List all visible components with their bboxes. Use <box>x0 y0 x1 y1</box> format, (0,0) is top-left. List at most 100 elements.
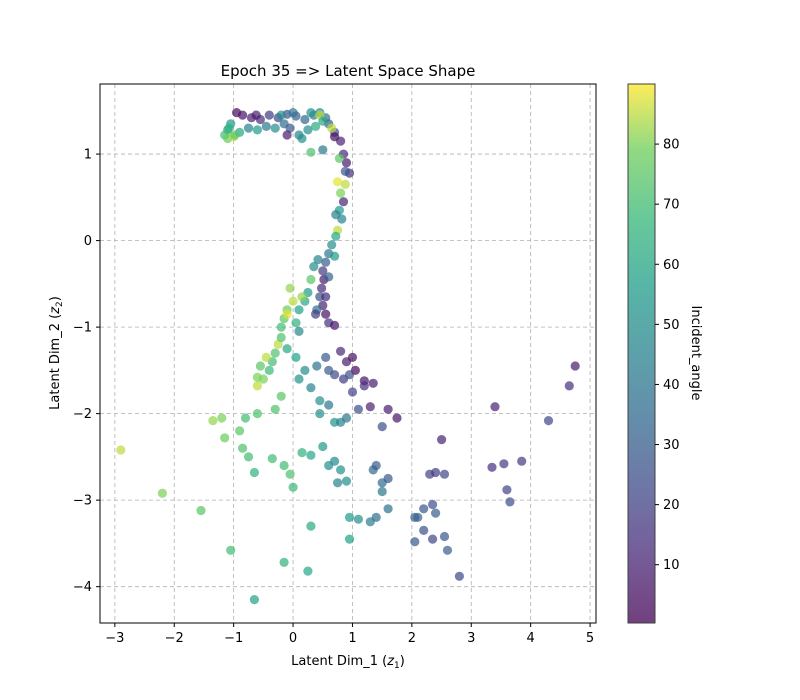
data-point <box>243 452 254 462</box>
data-point <box>344 534 355 544</box>
data-point <box>327 123 337 133</box>
data-point <box>306 383 316 393</box>
y-tick-label: −2 <box>73 407 92 422</box>
data-point <box>252 409 262 419</box>
data-point <box>321 309 331 319</box>
data-point <box>196 505 206 516</box>
data-point <box>336 188 346 198</box>
data-point <box>311 121 321 131</box>
data-point <box>306 147 316 157</box>
data-point <box>327 240 337 250</box>
data-point <box>270 348 280 358</box>
data-point <box>318 145 328 155</box>
data-point <box>344 370 355 380</box>
data-point <box>340 166 350 176</box>
data-point <box>454 571 464 581</box>
data-point <box>285 123 295 133</box>
colorbar-tick-label: 80 <box>663 138 680 153</box>
data-point <box>428 499 438 510</box>
data-point <box>392 413 402 423</box>
data-point <box>303 566 313 576</box>
data-point <box>297 292 307 302</box>
x-tick-label: 3 <box>467 631 475 646</box>
data-point <box>267 454 277 464</box>
data-point <box>313 255 323 265</box>
colorbar-tick-label: 20 <box>663 498 680 513</box>
data-point <box>383 473 393 484</box>
y-tick-label: −1 <box>73 321 92 336</box>
colorbar <box>627 83 656 624</box>
data-point <box>442 545 453 555</box>
data-point <box>490 402 500 412</box>
data-point <box>517 456 527 466</box>
data-point <box>324 272 334 282</box>
data-point <box>383 404 393 414</box>
data-point <box>300 114 310 125</box>
y-tick-label: −3 <box>73 494 92 509</box>
chart-title: Epoch 35 => Latent Space Shape <box>221 62 476 80</box>
data-point <box>249 467 259 478</box>
data-point <box>365 402 375 412</box>
data-point <box>312 361 322 371</box>
data-point <box>276 391 286 401</box>
x-tick-label: 1 <box>348 631 356 646</box>
data-point <box>157 488 167 498</box>
data-point <box>208 416 218 426</box>
data-point <box>502 485 512 495</box>
data-point <box>324 400 334 410</box>
data-point <box>224 123 234 133</box>
data-point <box>428 534 438 544</box>
data-point <box>285 283 295 293</box>
data-point <box>252 381 262 391</box>
data-point <box>419 525 429 536</box>
data-point <box>285 469 295 479</box>
colorbar-label: Incident_angle <box>688 306 703 401</box>
x-tick-label: 2 <box>408 631 416 646</box>
data-point <box>279 557 289 568</box>
data-point <box>251 110 261 120</box>
data-point <box>276 110 286 120</box>
colorbar-tick-label: 40 <box>663 378 680 393</box>
data-point <box>294 305 304 315</box>
colorbar-tick-label: 10 <box>663 558 680 573</box>
data-point <box>288 108 298 118</box>
data-point <box>321 352 331 362</box>
data-point <box>294 326 304 336</box>
data-point <box>249 595 259 605</box>
data-point <box>238 443 248 453</box>
data-point <box>334 153 344 163</box>
data-point <box>264 110 274 120</box>
data-point <box>333 177 343 187</box>
y-tick-label: 1 <box>84 148 92 163</box>
data-point <box>297 133 307 144</box>
x-axis: −3 −2 −1 0 1 2 3 4 5 <box>105 623 594 646</box>
data-point <box>116 445 126 455</box>
data-point <box>309 262 319 272</box>
y-axis: −4 −3 −2 −1 0 1 <box>73 148 100 595</box>
x-tick-label: −2 <box>165 631 184 646</box>
data-point <box>306 450 316 460</box>
data-point <box>270 404 280 414</box>
data-point <box>276 322 286 332</box>
data-point <box>336 465 346 475</box>
data-point <box>321 257 331 267</box>
grid <box>100 84 596 623</box>
data-point <box>291 318 301 328</box>
data-point <box>347 352 358 362</box>
data-point <box>279 460 289 471</box>
data-point <box>341 413 352 423</box>
x-tick-label: −3 <box>105 631 124 646</box>
data-point <box>240 413 251 423</box>
data-point <box>306 274 316 285</box>
data-point <box>282 309 292 319</box>
data-point <box>220 433 230 443</box>
data-point <box>439 531 450 542</box>
data-point <box>226 545 236 555</box>
data-point <box>499 459 509 469</box>
data-point <box>230 130 240 140</box>
data-point <box>311 309 321 319</box>
data-point <box>383 504 393 514</box>
data-point <box>252 125 262 135</box>
data-point <box>255 361 265 371</box>
